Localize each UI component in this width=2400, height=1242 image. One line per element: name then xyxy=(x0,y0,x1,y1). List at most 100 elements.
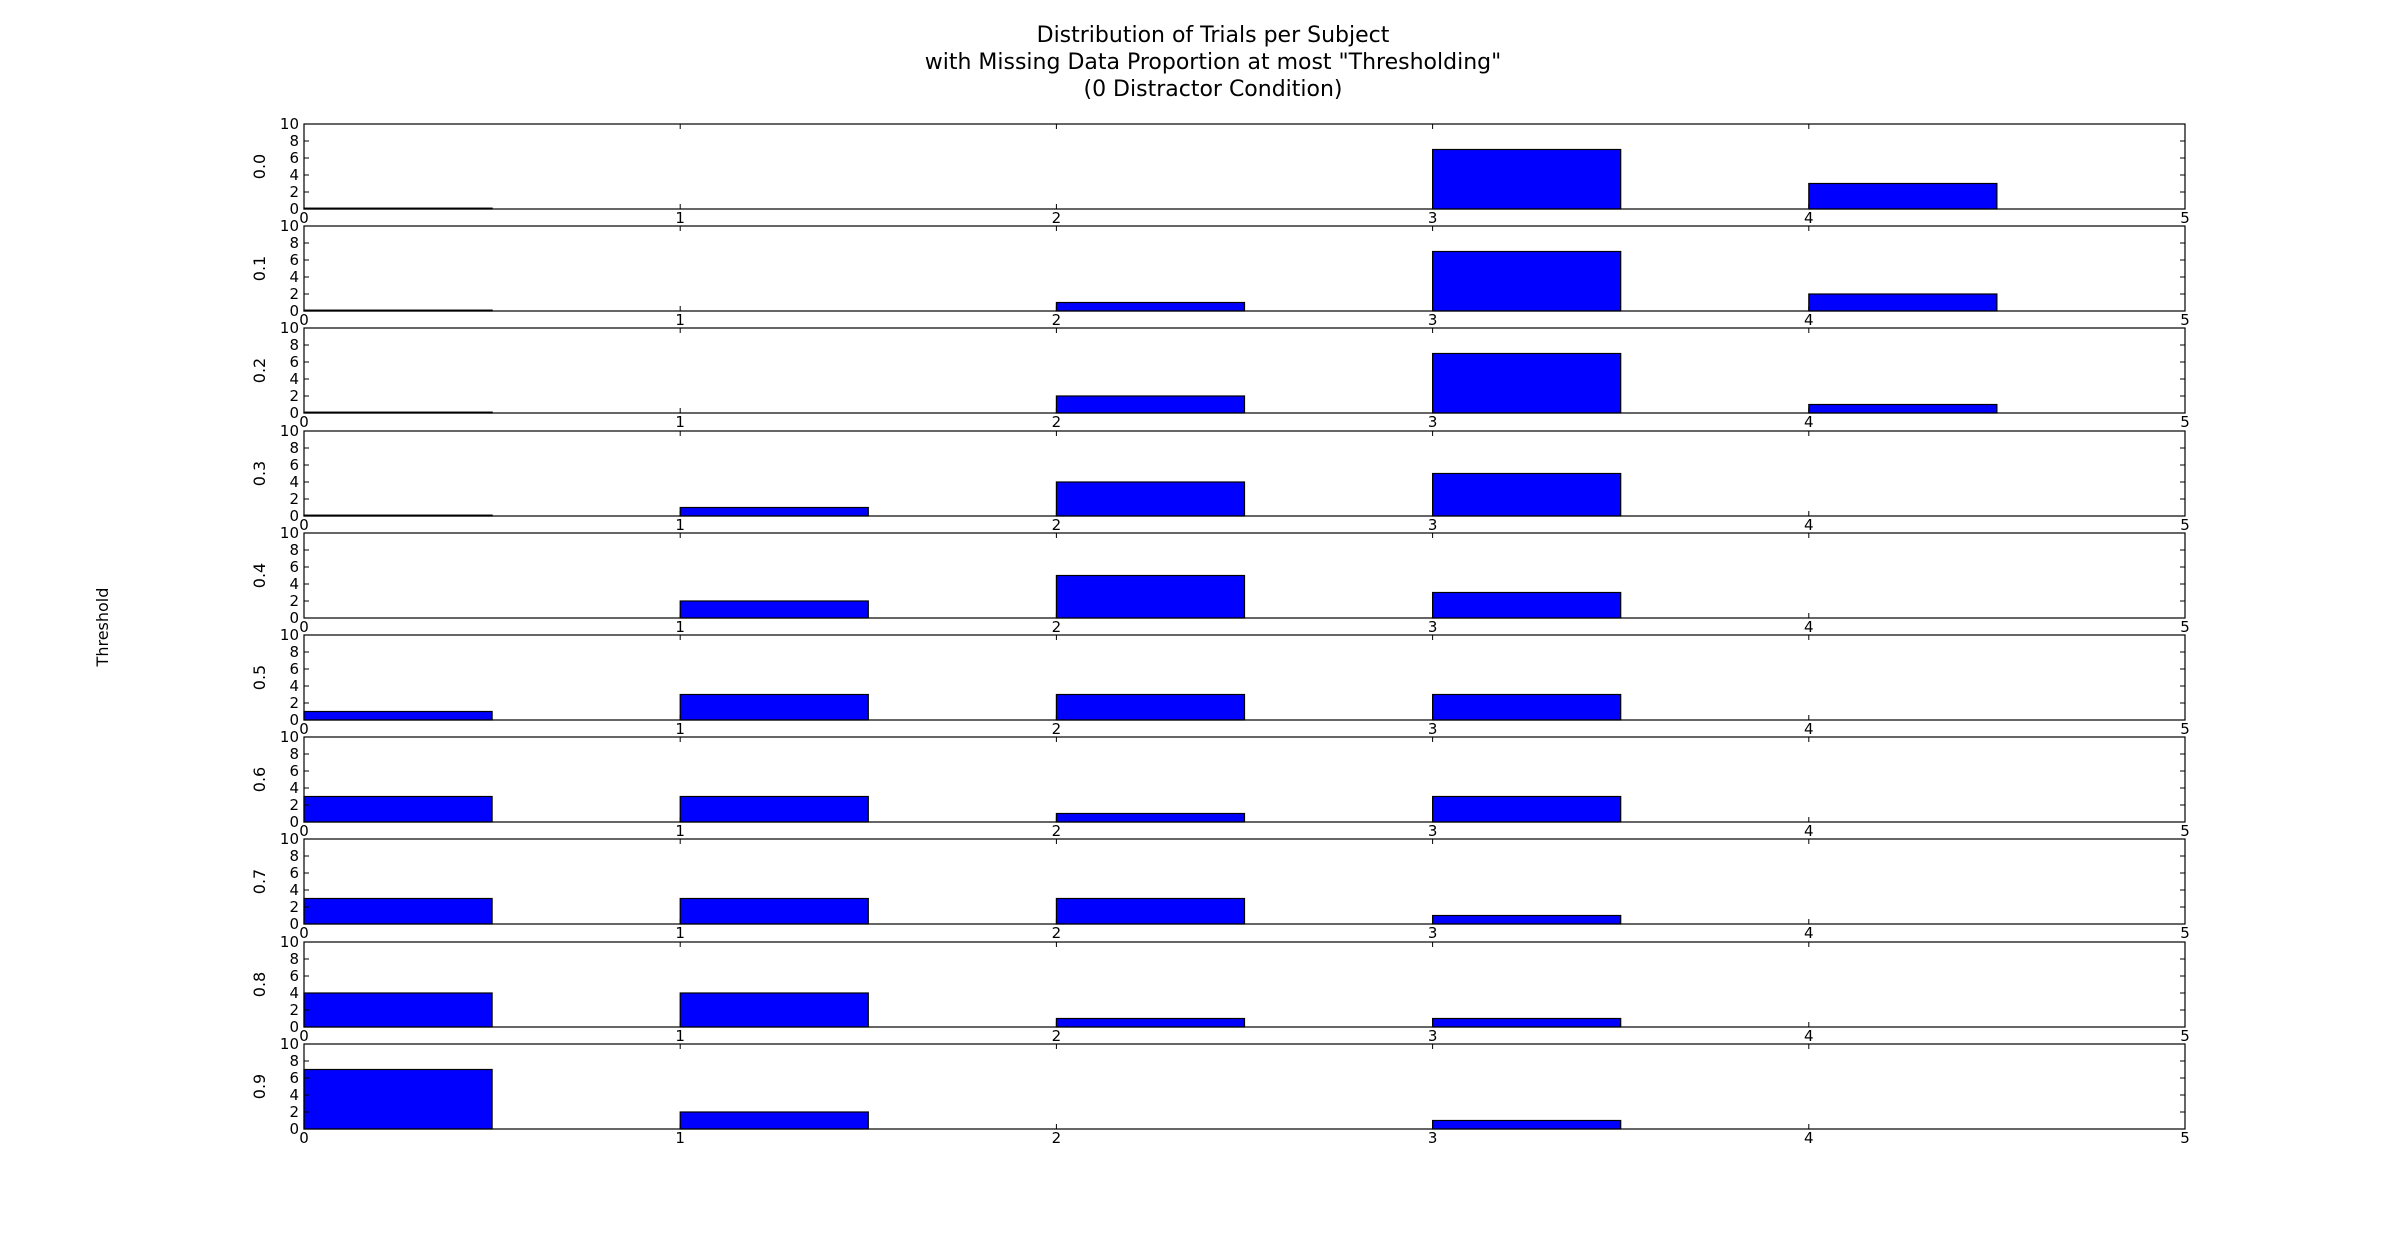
y-tick-label: 0 xyxy=(289,813,299,831)
x-tick-label: 5 xyxy=(2180,413,2190,431)
bar xyxy=(303,897,493,925)
x-tick-label: 1 xyxy=(675,924,685,942)
x-tick-label: 1 xyxy=(675,413,685,431)
bar xyxy=(1055,395,1246,414)
y-tick-label: 10 xyxy=(280,217,299,235)
y-tick-label: 6 xyxy=(289,1069,299,1087)
x-tick-label: 4 xyxy=(1804,924,1814,942)
subplot-ylabel: 0.9 xyxy=(250,1074,269,1099)
bar xyxy=(1808,293,1998,312)
bar xyxy=(1055,897,1246,925)
x-tick-label: 1 xyxy=(675,1129,685,1147)
y-tick-label: 6 xyxy=(289,762,299,780)
y-tick-label: 0 xyxy=(289,915,299,933)
subplot-ylabel: 0.6 xyxy=(250,767,269,792)
figure-title: Distribution of Trials per Subject with … xyxy=(925,23,1501,102)
x-tick-label: 3 xyxy=(1428,209,1438,227)
x-tick-label: 4 xyxy=(1804,720,1814,738)
y-tick-label: 8 xyxy=(289,336,299,354)
x-tick-label: 5 xyxy=(2180,618,2190,636)
bar xyxy=(1431,472,1622,517)
bar xyxy=(303,1068,493,1130)
x-tick-label: 2 xyxy=(1052,311,1062,329)
bar xyxy=(303,795,493,823)
x-tick-label: 2 xyxy=(1052,720,1062,738)
y-tick-label: 10 xyxy=(280,319,299,337)
y-tick-label: 4 xyxy=(289,473,299,491)
x-tick-label: 3 xyxy=(1428,924,1438,942)
bar xyxy=(1055,693,1246,721)
x-tick-label: 4 xyxy=(1804,311,1814,329)
x-tick-label: 0 xyxy=(299,413,309,431)
y-tick-label: 0 xyxy=(289,711,299,729)
x-tick-label: 1 xyxy=(675,822,685,840)
x-tick-label: 1 xyxy=(675,311,685,329)
x-tick-label: 3 xyxy=(1428,720,1438,738)
y-tick-label: 10 xyxy=(280,1035,299,1053)
x-tick-label: 4 xyxy=(1804,413,1814,431)
x-tick-label: 5 xyxy=(2180,822,2190,840)
y-tick-label: 6 xyxy=(289,251,299,269)
x-tick-label: 2 xyxy=(1052,413,1062,431)
y-tick-label: 4 xyxy=(289,575,299,593)
x-tick-label: 5 xyxy=(2180,1027,2190,1045)
x-tick-label: 0 xyxy=(299,1027,309,1045)
y-tick-label: 2 xyxy=(289,1103,299,1121)
title-line-2: with Missing Data Proportion at most "Th… xyxy=(925,50,1501,75)
bar xyxy=(1055,481,1246,517)
y-tick-label: 6 xyxy=(289,967,299,985)
subplot-ylabel: 0.0 xyxy=(250,154,269,179)
x-tick-label: 3 xyxy=(1428,618,1438,636)
subplot-ylabel: 0.3 xyxy=(250,461,269,486)
y-tick-label: 0 xyxy=(289,1018,299,1036)
x-tick-label: 1 xyxy=(675,516,685,534)
y-tick-label: 10 xyxy=(280,626,299,644)
bar xyxy=(1431,1119,1622,1130)
x-tick-label: 0 xyxy=(299,924,309,942)
y-tick-label: 0 xyxy=(289,302,299,320)
bar xyxy=(303,710,493,721)
x-tick-label: 2 xyxy=(1052,209,1062,227)
bar xyxy=(679,1111,869,1130)
axes-frame xyxy=(303,941,2186,1028)
y-tick-label: 2 xyxy=(289,898,299,916)
y-tick-label: 10 xyxy=(280,933,299,951)
x-tick-label: 2 xyxy=(1052,516,1062,534)
figure-ylabel: Threshold xyxy=(93,588,112,668)
y-tick-label: 4 xyxy=(289,166,299,184)
bar xyxy=(1431,1017,1622,1028)
x-tick-label: 4 xyxy=(1804,822,1814,840)
x-tick-label: 1 xyxy=(675,720,685,738)
x-tick-label: 0 xyxy=(299,618,309,636)
y-tick-label: 6 xyxy=(289,456,299,474)
y-tick-label: 4 xyxy=(289,1086,299,1104)
x-tick-label: 4 xyxy=(1804,516,1814,534)
bar xyxy=(303,992,493,1028)
x-tick-label: 1 xyxy=(675,209,685,227)
y-tick-label: 4 xyxy=(289,779,299,797)
y-tick-label: 10 xyxy=(280,115,299,133)
y-tick-label: 8 xyxy=(289,234,299,252)
y-tick-label: 8 xyxy=(289,643,299,661)
x-tick-label: 0 xyxy=(299,822,309,840)
bar xyxy=(1055,574,1246,619)
x-tick-label: 1 xyxy=(675,618,685,636)
y-tick-label: 0 xyxy=(289,404,299,422)
y-tick-label: 2 xyxy=(289,694,299,712)
bar xyxy=(1431,693,1622,721)
x-tick-label: 4 xyxy=(1804,618,1814,636)
x-tick-label: 5 xyxy=(2180,1129,2190,1147)
x-tick-label: 5 xyxy=(2180,311,2190,329)
y-tick-label: 8 xyxy=(289,439,299,457)
subplot-ylabel: 0.7 xyxy=(250,869,269,894)
x-tick-label: 3 xyxy=(1428,413,1438,431)
subplot-ylabel: 0.8 xyxy=(250,972,269,997)
